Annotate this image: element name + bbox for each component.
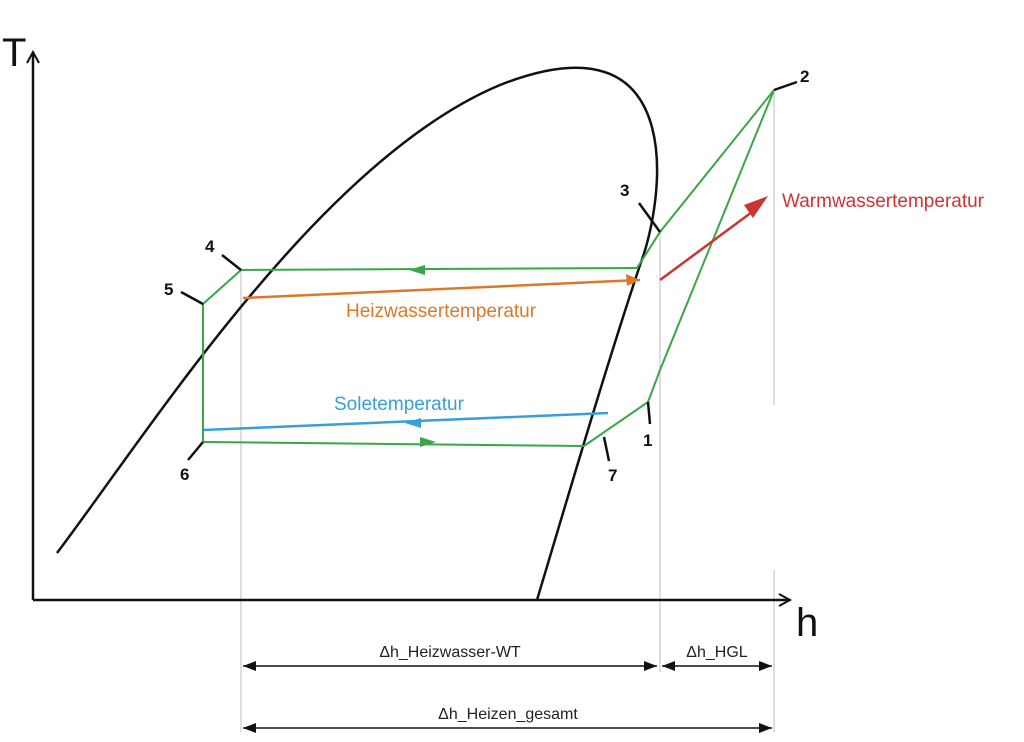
reference-lines xyxy=(240,90,775,732)
y-axis-label: T xyxy=(2,31,26,75)
point-label-3: 3 xyxy=(620,181,629,200)
leader-3 xyxy=(637,202,662,233)
leader-7 xyxy=(602,436,611,462)
flow-arrow-evaporation xyxy=(420,437,436,447)
heatingwater-label: Heizwassertemperatur xyxy=(346,301,537,322)
heatingwater-arrow xyxy=(626,274,640,286)
heatingwater-line xyxy=(242,278,641,300)
brine-line xyxy=(202,411,609,432)
warmwater-label: Warmwassertemperatur xyxy=(782,191,985,212)
cycle-superheat-7-1 xyxy=(583,401,649,447)
flow-arrow-condensation xyxy=(409,265,425,275)
point-label-7: 7 xyxy=(608,466,617,485)
leader-lines xyxy=(180,80,798,462)
brine-label: Soletemperatur xyxy=(334,394,465,415)
point-label-1: 1 xyxy=(643,431,652,450)
cycle-condensation-3-4 xyxy=(240,267,638,271)
point-label-6: 6 xyxy=(180,465,189,484)
brine-arrow xyxy=(405,418,421,428)
leader-4 xyxy=(221,254,242,271)
dim-label-heizen-gesamt: Δh_Heizen_gesamt xyxy=(438,706,578,723)
dim-label-hgl: Δh_HGL xyxy=(686,644,747,661)
refrigerant-cycle xyxy=(202,89,775,447)
x-axis-label: h xyxy=(796,601,818,645)
warmwater-arrow xyxy=(744,196,768,218)
leader-2 xyxy=(773,80,798,92)
warmwater-line xyxy=(659,210,753,282)
cycle-compression-1-2 xyxy=(647,89,775,403)
point-label-2: 2 xyxy=(800,67,809,86)
cycle-expansion-4-6 xyxy=(202,269,242,442)
point-label-4: 4 xyxy=(205,237,215,256)
dim-label-heizwasser-wt: Δh_Heizwasser-WT xyxy=(379,644,521,661)
cycle-evaporation-6-7 xyxy=(202,441,585,447)
saturation-curve xyxy=(56,66,659,601)
point-label-5: 5 xyxy=(164,280,173,299)
leader-1 xyxy=(646,401,652,425)
leader-5 xyxy=(180,290,204,306)
leader-6 xyxy=(187,441,204,461)
